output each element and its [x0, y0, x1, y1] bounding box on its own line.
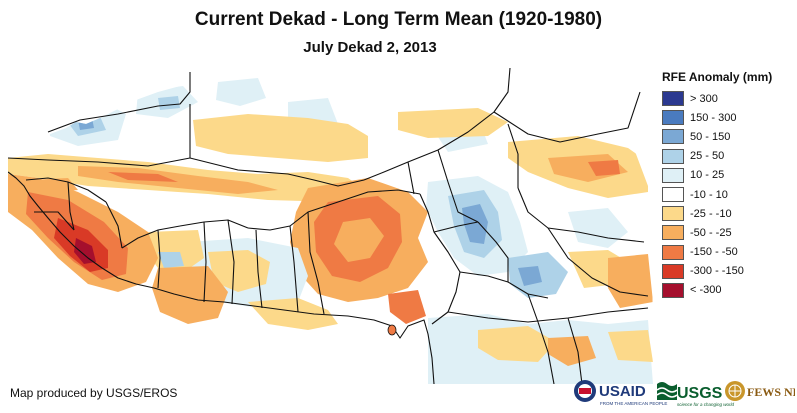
- legend-label: -300 - -150: [690, 265, 744, 278]
- usaid-tagline: FROM THE AMERICAN PEOPLE: [600, 401, 667, 406]
- legend-item: -150 - -50: [662, 243, 792, 262]
- legend-label: 10 - 25: [690, 169, 725, 182]
- legend-item: -300 - -150: [662, 262, 792, 281]
- legend-label: 150 - 300: [690, 111, 737, 124]
- legend-label: -25 - -10: [690, 207, 732, 220]
- map-title: Current Dekad - Long Term Mean (1920-198…: [194, 9, 603, 30]
- legend-swatch: [662, 263, 684, 279]
- logo-strip: USAID FROM THE AMERICAN PEOPLE USGS scie…: [574, 380, 797, 407]
- credit-text: Map produced by USGS/EROS: [10, 386, 178, 400]
- legend-rows: > 300 150 - 300 50 - 150 25 - 50 10 - 25 -10 …: [662, 89, 792, 300]
- legend-swatch: [662, 129, 684, 145]
- usaid-seal-icon: [574, 380, 596, 402]
- legend-item: > 300: [662, 89, 792, 108]
- legend-item: 150 - 300: [662, 108, 792, 127]
- legend-item: -50 - -25: [662, 223, 792, 242]
- legend-item: -25 - -10: [662, 204, 792, 223]
- usgs-wave-icon: [656, 382, 678, 400]
- legend-item: 25 - 50: [662, 147, 792, 166]
- legend-swatch: [662, 91, 684, 107]
- legend-label: -50 - -25: [690, 226, 732, 239]
- legend-label: -150 - -50: [690, 246, 738, 259]
- usaid-logo-text: USAID: [599, 383, 646, 400]
- legend: RFE Anomaly (mm) > 300 150 - 300 50 - 150 2…: [662, 70, 792, 300]
- legend-item: -10 - 10: [662, 185, 792, 204]
- legend-swatch: [662, 244, 684, 260]
- legend-label: -10 - 10: [690, 188, 728, 201]
- legend-swatch: [662, 110, 684, 126]
- legend-item: < -300: [662, 281, 792, 300]
- legend-label: > 300: [690, 92, 718, 105]
- legend-label: 25 - 50: [690, 150, 725, 163]
- legend-item: 10 - 25: [662, 166, 792, 185]
- legend-title: RFE Anomaly (mm): [662, 70, 773, 84]
- rainfall-anomaly-map: [7, 62, 653, 385]
- fewsnet-globe-icon: [725, 381, 745, 401]
- agency-logos: USAID FROM THE AMERICAN PEOPLE USGS scie…: [573, 376, 797, 408]
- usgs-logo-text: USGS: [677, 385, 723, 402]
- legend-label: < -300: [690, 284, 722, 297]
- fewsnet-logo-text: FEWS NET: [747, 385, 795, 399]
- usgs-tagline: science for a changing world: [677, 402, 735, 407]
- legend-swatch: [662, 282, 684, 298]
- map-subtitle: July Dekad 2, 2013: [303, 39, 437, 56]
- legend-item: 50 - 150: [662, 127, 792, 146]
- legend-swatch: [662, 206, 684, 222]
- legend-swatch: [662, 225, 684, 241]
- legend-swatch: [662, 148, 684, 164]
- legend-swatch: [662, 167, 684, 183]
- legend-label: 50 - 150: [690, 130, 731, 143]
- map-area: [7, 62, 653, 385]
- legend-swatch: [662, 187, 684, 203]
